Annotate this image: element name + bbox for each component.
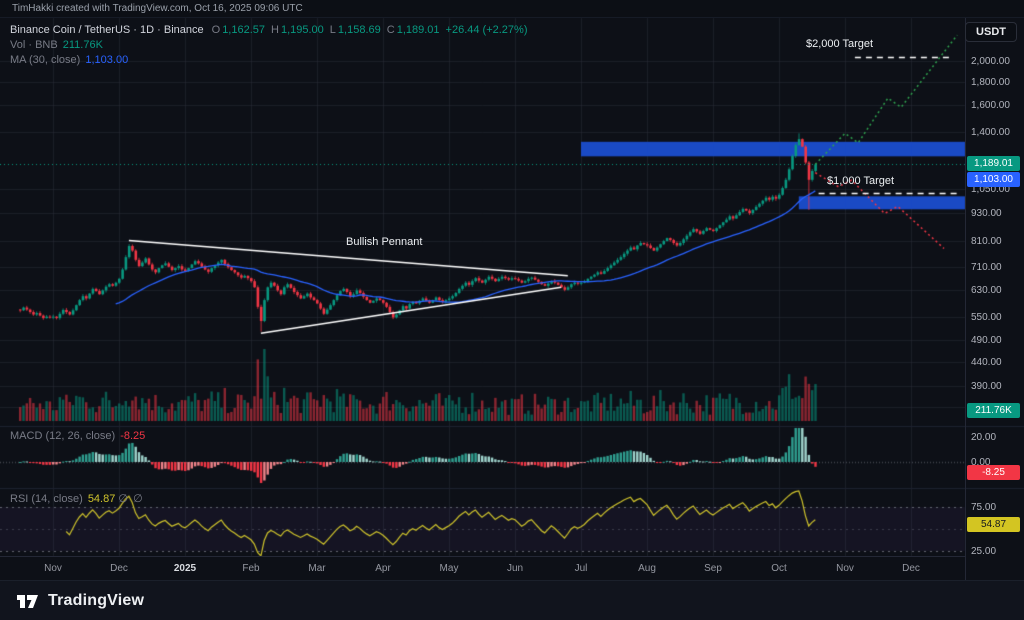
rsi-value: 54.87 — [87, 493, 116, 505]
time-tick-label: Nov — [44, 563, 62, 574]
axis-tick-label: 1,050.00 — [971, 184, 1010, 196]
attribution-bar: TimHakki created with TradingView.com, O… — [0, 0, 1024, 18]
low-value: 1,158.69 — [337, 24, 381, 36]
rsi-label: RSI (14, close) — [10, 493, 83, 505]
change-value: +26.44 (+2.27%) — [445, 24, 528, 36]
time-tick-label: May — [439, 563, 459, 574]
time-tick-label: Aug — [638, 563, 656, 574]
macd-badge: -8.25 — [967, 465, 1020, 481]
rsi-badge: 54.87 — [967, 516, 1020, 532]
symbol-row: Binance Coin / TetherUS · 1D · Binance O 1… — [10, 23, 533, 38]
time-tick-label: Mar — [308, 563, 326, 574]
main-legend[interactable]: Binance Coin / TetherUS · 1D · Binance O 1… — [10, 23, 533, 68]
time-tick-label: Nov — [836, 563, 854, 574]
time-tick-label: Apr — [375, 563, 391, 574]
time-axis[interactable]: Nov Dec 2025 Feb Mar Apr May Jun Jul Aug Sep Oct Nov… — [0, 556, 966, 580]
axis-tick-label: 630.00 — [971, 285, 1002, 297]
tradingview-logo[interactable] — [14, 591, 40, 611]
ma-value: 1,103.00 — [85, 54, 129, 66]
time-tick-label: Feb — [242, 563, 260, 574]
volume-value: 211.76K — [62, 39, 103, 51]
volume-row: Vol · BNB 211.76K — [10, 38, 533, 53]
axis-tick-label: 2,000.00 — [971, 56, 1010, 68]
symbol-title: Binance Coin / TetherUS · 1D · Binance — [10, 24, 204, 36]
ma-row: MA (30, close) 1,103.00 — [10, 53, 533, 68]
last-price-badge: 1,189.01 — [967, 156, 1020, 172]
close-value: 1,189.01 — [396, 24, 440, 36]
axis-tick-label: 1,400.00 — [971, 126, 1010, 138]
open-label: O — [211, 24, 221, 36]
axis-tick-label: 1,600.00 — [971, 100, 1010, 112]
time-tick-label: Jun — [506, 563, 524, 574]
time-tick-label: Dec — [902, 563, 920, 574]
close-label: C — [386, 24, 395, 36]
axis-tick-label: 490.00 — [971, 335, 1002, 347]
volume-badge: 211.76K — [967, 403, 1020, 418]
axis-tick-label: 440.00 — [971, 356, 1002, 368]
axis-tick-label: 75.00 — [971, 502, 997, 513]
currency-toggle-button[interactable]: USDT — [965, 22, 1017, 42]
rsi-extra-2: ∅ — [133, 493, 143, 505]
ma-price-badge: 1,103.00 — [967, 172, 1020, 188]
axis-tick-label: 930.00 — [971, 208, 1002, 220]
macd-label: MACD (12, 26, close) — [10, 430, 116, 442]
axis-tick-label: 810.00 — [971, 235, 1002, 247]
target-2000-label[interactable]: $2,000 Target — [806, 38, 874, 50]
target-1000-label[interactable]: $1,000 Target — [827, 175, 895, 187]
open-value: 1,162.57 — [222, 24, 266, 36]
time-tick-label: 2025 — [173, 563, 197, 574]
price-axis-border — [965, 18, 966, 580]
axis-tick-label: 25.00 — [971, 546, 997, 557]
high-label: H — [271, 24, 279, 36]
attribution-text: TimHakki created with TradingView.com, O… — [12, 3, 303, 14]
low-label: L — [329, 24, 336, 36]
high-value: 1,195.00 — [280, 24, 324, 36]
volume-label: Vol · BNB — [10, 39, 58, 51]
ma-label: MA (30, close) — [10, 54, 81, 66]
rsi-extra-1: ∅ — [118, 493, 128, 505]
time-tick-label: Oct — [771, 563, 787, 574]
tradingview-wordmark[interactable]: TradingView — [48, 591, 145, 609]
macd-legend[interactable]: MACD (12, 26, close) -8.25 — [10, 430, 145, 442]
axis-tick-label: 20.00 — [971, 432, 997, 443]
time-tick-label: Dec — [110, 563, 128, 574]
footer-bar: TradingView — [0, 580, 1024, 620]
time-tick-label: Sep — [704, 563, 722, 574]
axis-tick-label: 0.00 — [971, 457, 991, 468]
axis-tick-label: 390.00 — [971, 380, 1002, 392]
axis-tick-label: 1,800.00 — [971, 77, 1010, 89]
axis-tick-label: 710.00 — [971, 261, 1002, 273]
pennant-annotation-label[interactable]: Bullish Pennant — [346, 236, 423, 248]
macd-value: -8.25 — [120, 430, 146, 442]
rsi-legend[interactable]: RSI (14, close) 54.87 ∅ ∅ — [10, 492, 145, 505]
axis-tick-label: 550.00 — [971, 312, 1002, 324]
time-tick-label: Jul — [574, 563, 588, 574]
